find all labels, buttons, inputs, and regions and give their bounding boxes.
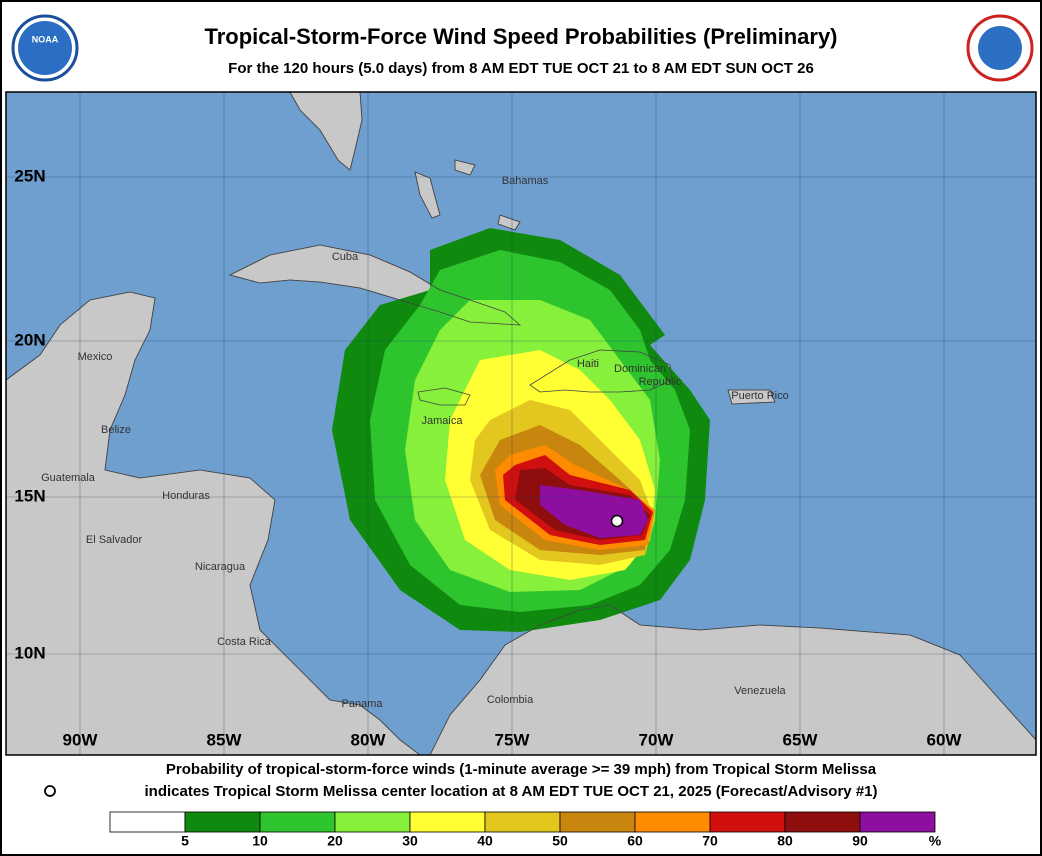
probability-areas	[332, 228, 710, 632]
longitude-label: 85W	[207, 730, 243, 749]
longitude-label: 65W	[783, 730, 819, 749]
legend-unit: %	[929, 833, 942, 849]
legend-swatch	[634, 811, 711, 833]
noaa-logo-inner	[18, 21, 72, 75]
place-label: Panama	[342, 698, 384, 710]
place-label: Nicaragua	[195, 561, 246, 573]
color-legend: 5 10 20 30 40 50 60 70 80 90%	[109, 811, 942, 849]
longitude-label: 80W	[351, 730, 387, 749]
longitude-label: 60W	[927, 730, 963, 749]
place-label: Dominican	[614, 363, 666, 375]
storm-center	[610, 514, 624, 528]
legend-tick-label: 30	[402, 833, 418, 849]
legend-swatch	[859, 811, 936, 833]
footer-line-1: Probability of tropical-storm-force wind…	[166, 761, 877, 778]
legend-swatch	[559, 811, 636, 833]
map-border	[5, 91, 1037, 756]
legend-tick-label: 5	[181, 833, 189, 849]
place-label: Cuba	[332, 251, 359, 263]
legend-tick-label: 10	[252, 833, 268, 849]
latitude-label: 20N	[14, 330, 45, 349]
legend-tick-label: 90	[852, 833, 868, 849]
legend-swatch	[784, 811, 861, 833]
legend-tick-label: 60	[627, 833, 643, 849]
legend-swatch	[259, 811, 336, 833]
legend-tick-label: 40	[477, 833, 493, 849]
latitude-label: 25N	[14, 166, 45, 185]
center-symbol	[44, 785, 56, 797]
place-label: Puerto Rico	[731, 390, 788, 402]
subtitle: For the 120 hours (5.0 days) from 8 AM E…	[228, 60, 814, 77]
longitude-label: 75W	[495, 730, 531, 749]
place-label: Republic	[639, 376, 682, 388]
place-label: Jamaica	[422, 415, 464, 427]
legend-tick-label: 80	[777, 833, 793, 849]
latitude-label: 10N	[14, 643, 45, 662]
place-label: Bahamas	[502, 175, 549, 187]
legend-tick-label: 20	[327, 833, 343, 849]
legend-swatch	[184, 811, 261, 833]
place-label: El Salvador	[86, 534, 143, 546]
place-label: Guatemala	[41, 472, 96, 484]
latitude-label: 15N	[14, 486, 45, 505]
place-label: Venezuela	[734, 685, 786, 697]
legend-tick-label: 50	[552, 833, 568, 849]
coordinate-labels: 25N 20N 15N 10N 90W 85W 80W 75W 70W 65W 60W	[14, 166, 962, 749]
nws-logo-inner	[978, 26, 1022, 70]
place-label: Colombia	[487, 694, 534, 706]
title: Tropical-Storm-Force Wind Speed Probabil…	[204, 24, 837, 49]
place-label: Belize	[101, 424, 131, 436]
logo-text: NOAA	[32, 34, 59, 44]
legend-swatch	[484, 811, 561, 833]
place-label: Haiti	[577, 358, 599, 370]
legend-swatch	[109, 811, 186, 833]
longitude-label: 70W	[639, 730, 675, 749]
legend-swatch	[334, 811, 411, 833]
legend-swatch	[709, 811, 786, 833]
longitude-label: 90W	[63, 730, 99, 749]
legend-tick-label: 70	[702, 833, 718, 849]
place-label: Costa Rica	[217, 636, 272, 648]
place-label: Honduras	[162, 490, 210, 502]
graticule	[6, 92, 1036, 755]
footer-line-2: indicates Tropical Storm Melissa center …	[144, 783, 877, 800]
place-label: Mexico	[78, 351, 113, 363]
legend-swatch	[409, 811, 486, 833]
